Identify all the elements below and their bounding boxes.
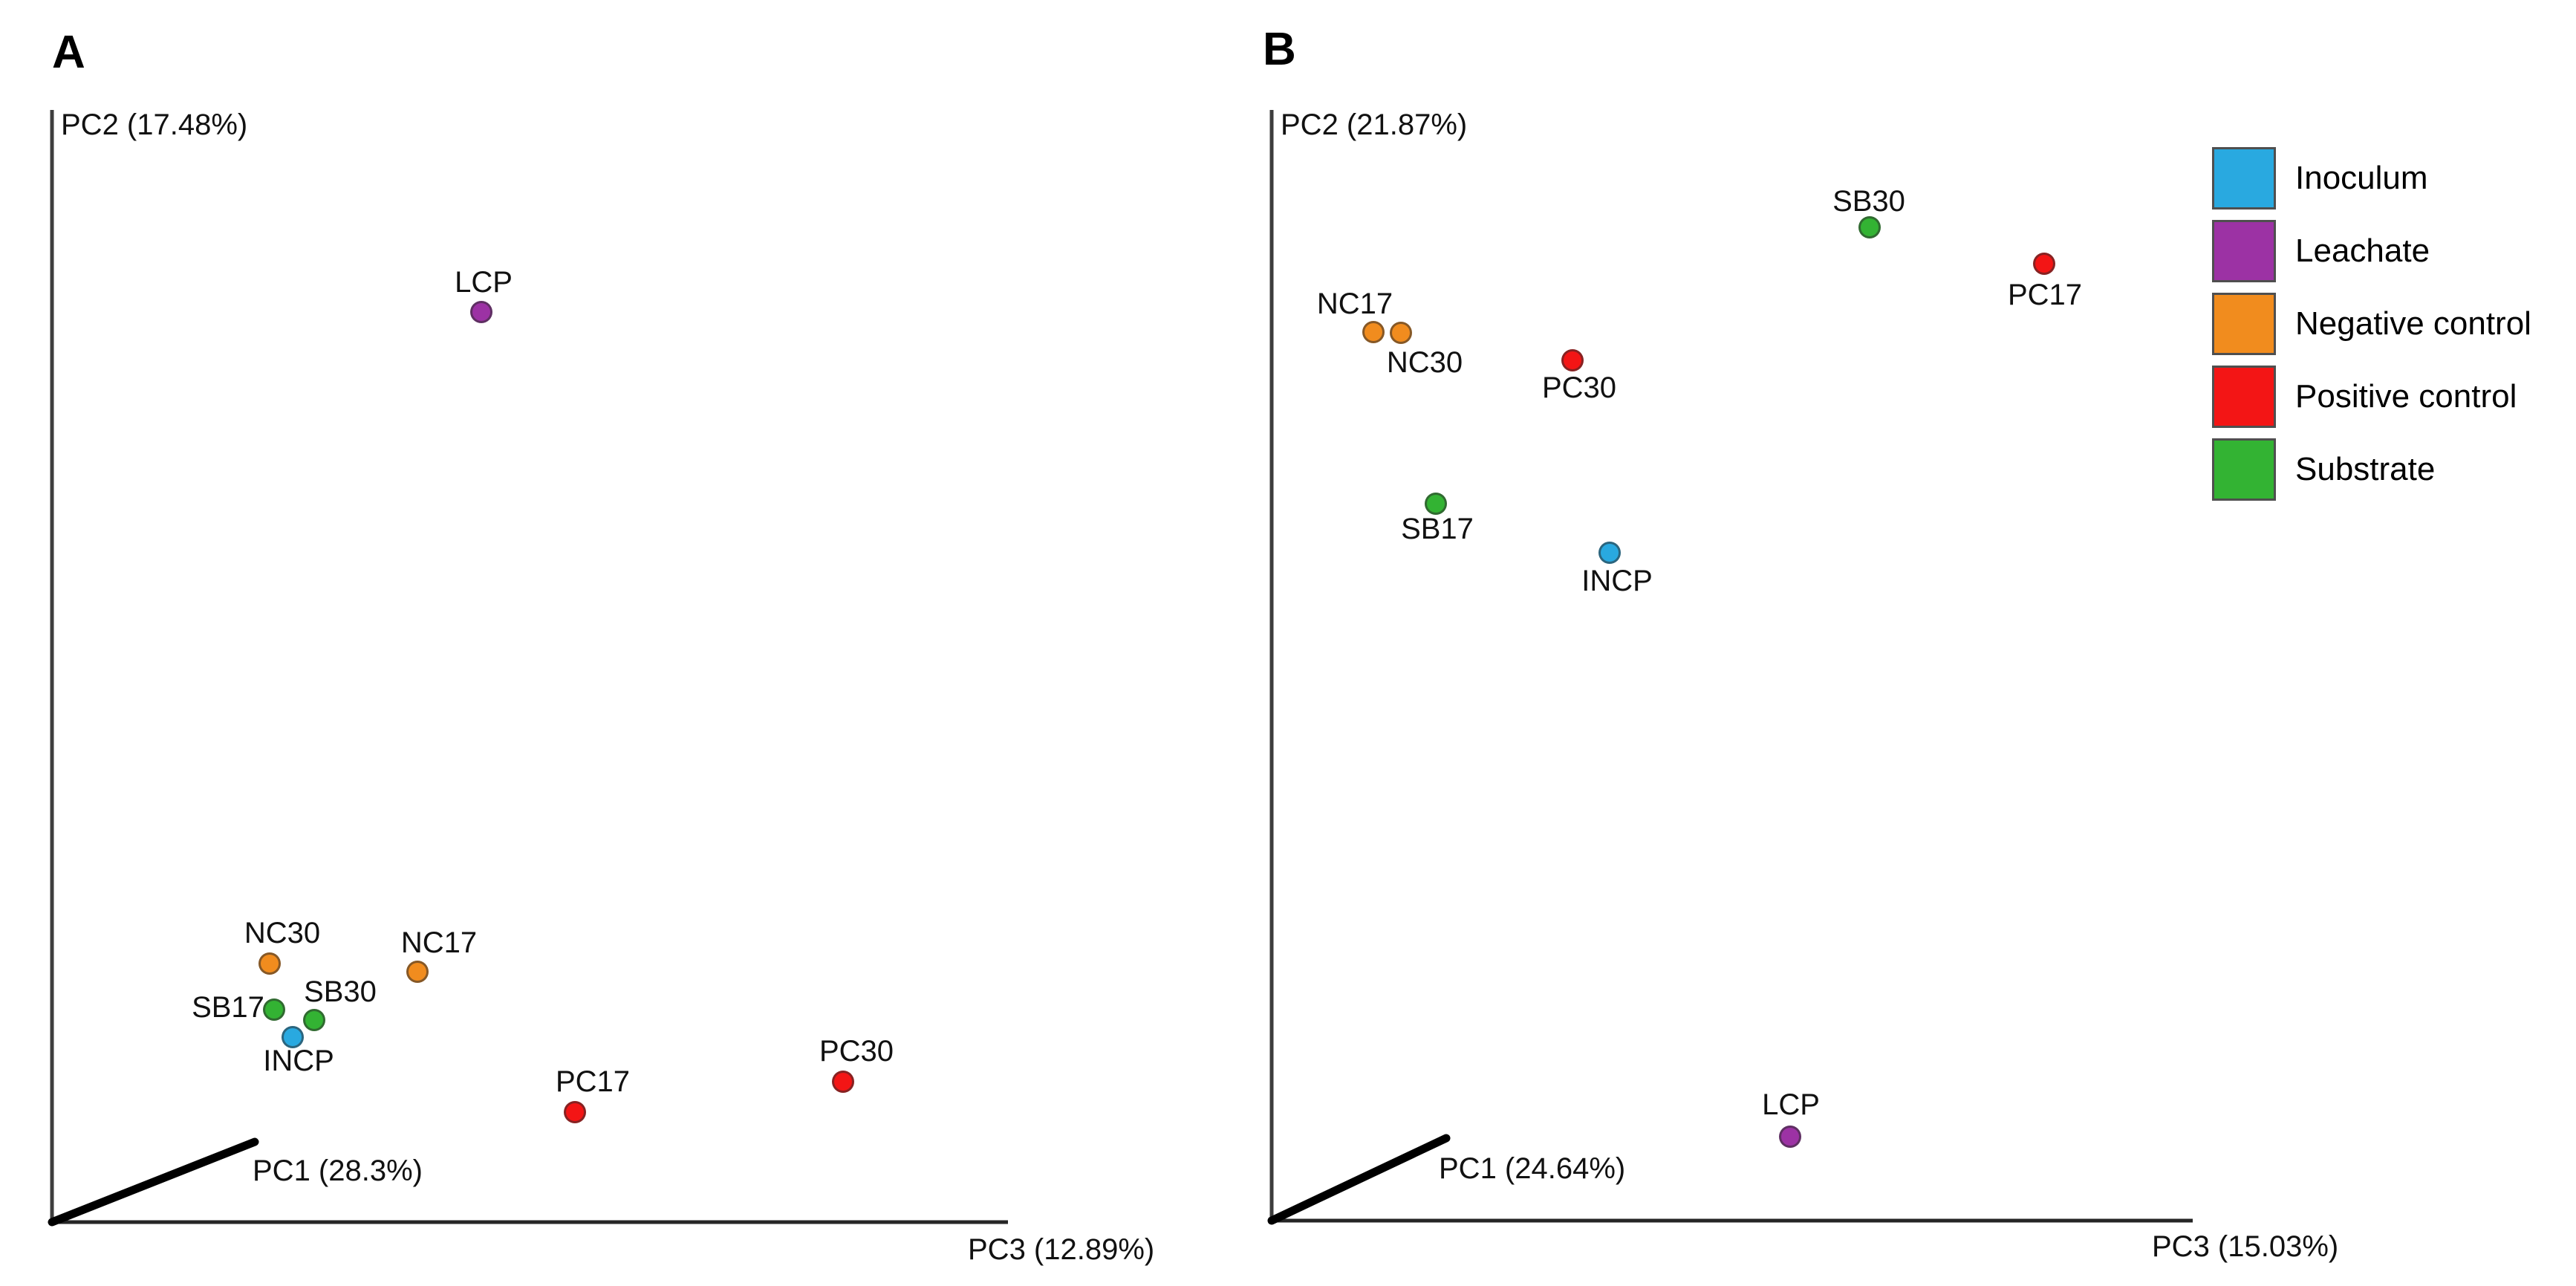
panel-a-pc1-axis-label: PC1 (28.3%): [253, 1155, 423, 1187]
legend-row-leachate: Leachate: [2212, 220, 2531, 282]
legend-label-substrate: Substrate: [2295, 451, 2436, 487]
data-point-dot-b-sb30: [1858, 216, 1881, 238]
legend-swatch-negative-control: [2212, 293, 2276, 355]
panel-a-pc3-axis-label: PC3 (12.89%): [968, 1233, 1155, 1266]
data-point-label-a-incp: INCP: [263, 1045, 334, 1077]
legend-label-inoculum: Inoculum: [2295, 160, 2428, 196]
data-point-dot-a-sb17: [263, 998, 285, 1021]
data-point-dot-b-sb17: [1425, 493, 1447, 515]
data-point-dot-a-incp: [282, 1026, 304, 1048]
data-point-label-a-pc17: PC17: [555, 1065, 631, 1098]
data-point-dot-a-sb30: [303, 1009, 325, 1031]
data-point-label-a-nc30: NC30: [244, 917, 321, 949]
data-point-label-a-sb17: SB17: [192, 991, 264, 1024]
legend-row-positive-control: Positive control: [2212, 366, 2531, 428]
legend-label-leachate: Leachate: [2295, 233, 2430, 269]
data-point-label-a-pc30: PC30: [819, 1035, 894, 1068]
data-point-dot-b-incp: [1598, 542, 1621, 564]
data-point-dot-b-nc17: [1362, 321, 1385, 343]
legend-swatch-substrate: [2212, 438, 2276, 501]
data-point-dot-b-pc30: [1561, 349, 1584, 371]
legend-label-positive-control: Positive control: [2295, 378, 2517, 415]
legend: Inoculum Leachate Negative control Posit…: [2212, 147, 2531, 501]
legend-row-substrate: Substrate: [2212, 438, 2531, 501]
data-point-label-b-nc30: NC30: [1386, 346, 1463, 379]
panel-a-letter: A: [52, 27, 85, 78]
data-point-label-b-lcp: LCP: [1762, 1088, 1820, 1121]
data-point-dot-a-nc17: [406, 961, 429, 983]
data-point-dot-a-lcp: [470, 301, 492, 323]
panel-a-pc2-axis-label: PC2 (17.48%): [61, 108, 248, 141]
legend-row-negative-control: Negative control: [2212, 293, 2531, 355]
data-point-label-b-pc17: PC17: [2007, 279, 2083, 311]
data-point-dot-a-pc17: [564, 1101, 586, 1123]
panel-b-pc3-axis-label: PC3 (15.03%): [2152, 1230, 2339, 1263]
data-point-dot-b-nc30: [1390, 322, 1412, 344]
data-point-label-b-pc30: PC30: [1541, 371, 1617, 404]
data-point-label-b-sb17: SB17: [1401, 513, 1474, 545]
data-point-dot-b-lcp: [1779, 1126, 1801, 1148]
legend-row-inoculum: Inoculum: [2212, 147, 2531, 210]
panel-b-pc2-axis-label: PC2 (21.87%): [1281, 108, 1468, 141]
data-point-label-a-sb30: SB30: [304, 975, 377, 1008]
legend-swatch-positive-control: [2212, 366, 2276, 428]
data-point-label-a-nc17: NC17: [400, 926, 478, 959]
data-point-label-b-sb30: SB30: [1832, 185, 1905, 218]
data-point-dot-a-pc30: [832, 1071, 854, 1093]
panel-b-diagonal-axis: [1267, 1134, 1451, 1225]
legend-label-negative-control: Negative control: [2295, 305, 2531, 342]
data-point-dot-b-pc17: [2033, 253, 2055, 275]
data-point-label-a-lcp: LCP: [455, 266, 513, 299]
legend-swatch-inoculum: [2212, 147, 2276, 210]
legend-swatch-leachate: [2212, 220, 2276, 282]
data-point-dot-a-nc30: [258, 952, 281, 975]
panel-a-diagonal-axis: [48, 1137, 259, 1227]
data-point-label-b-nc17: NC17: [1316, 288, 1393, 320]
panel-b-letter: B: [1263, 24, 1296, 75]
data-point-label-b-incp: INCP: [1581, 565, 1653, 597]
panel-b-pc1-axis-label: PC1 (24.64%): [1439, 1152, 1626, 1185]
